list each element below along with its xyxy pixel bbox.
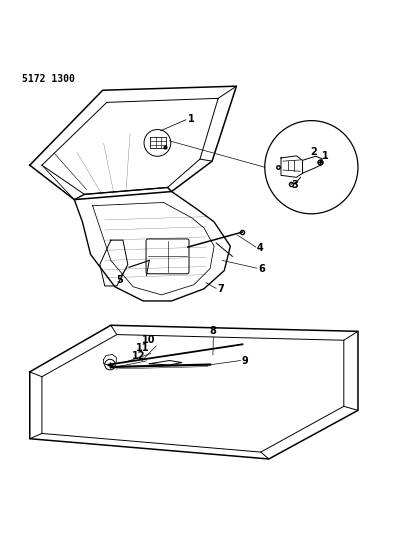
Text: 11: 11 xyxy=(136,343,149,353)
Text: 8: 8 xyxy=(209,326,216,336)
Text: 1: 1 xyxy=(322,151,329,161)
Text: 1: 1 xyxy=(188,114,195,124)
Text: 2: 2 xyxy=(310,147,317,157)
Text: 4: 4 xyxy=(257,243,264,253)
Text: 9: 9 xyxy=(242,356,248,366)
Text: 6: 6 xyxy=(258,264,265,274)
Text: 10: 10 xyxy=(142,335,155,345)
Text: 7: 7 xyxy=(217,284,224,294)
Text: 5172 1300: 5172 1300 xyxy=(22,74,75,84)
Text: 3: 3 xyxy=(291,181,298,190)
Text: 5: 5 xyxy=(117,275,124,285)
Text: 12: 12 xyxy=(132,351,145,360)
Circle shape xyxy=(265,120,358,214)
